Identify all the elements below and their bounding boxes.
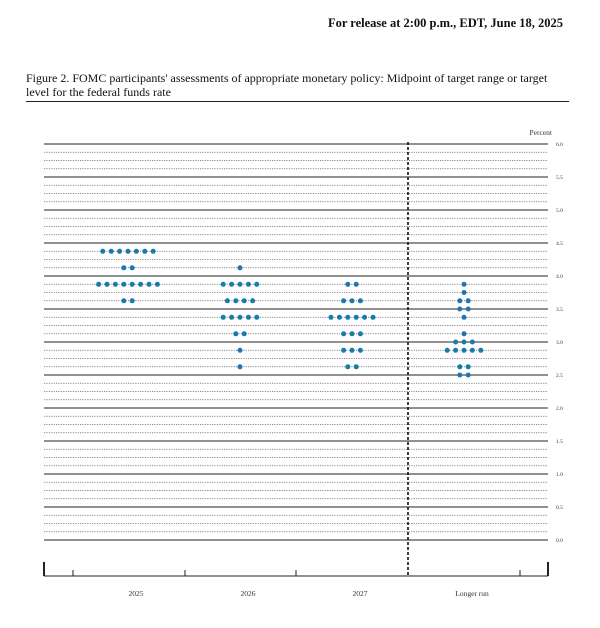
participant-dot — [150, 248, 156, 254]
participant-dot — [245, 314, 251, 320]
participant-dot — [254, 314, 260, 320]
participant-dot — [121, 298, 127, 304]
x-tick-label: 2025 — [129, 589, 144, 598]
participant-dot — [461, 314, 467, 320]
participant-dot — [444, 347, 450, 353]
participant-dot — [138, 281, 144, 287]
participant-dot — [465, 372, 471, 378]
y-axis-label: Percent — [530, 128, 553, 137]
y-tick-label: 0.5 — [556, 505, 563, 511]
participant-dot — [129, 265, 135, 271]
y-tick-label: 2.0 — [556, 406, 563, 412]
participant-dot — [457, 364, 463, 370]
participant-dot — [461, 290, 467, 295]
participant-dot — [237, 281, 243, 287]
participant-dot — [349, 331, 355, 337]
participant-dot — [237, 265, 243, 271]
participant-dot — [341, 347, 347, 353]
release-notice: For release at 2:00 p.m., EDT, June 18, … — [327, 16, 563, 30]
x-tick-label: Longer run — [455, 589, 489, 598]
participant-dot — [96, 281, 102, 287]
participant-dot — [353, 281, 359, 287]
participant-dot — [353, 314, 359, 320]
participant-dot — [108, 248, 114, 254]
participant-dot — [129, 281, 135, 287]
participant-dot — [112, 281, 118, 287]
participant-dot — [154, 281, 160, 287]
participant-dot — [465, 306, 471, 312]
participant-dot — [104, 281, 110, 287]
participant-dot — [142, 248, 148, 254]
participant-dot — [345, 364, 351, 370]
participant-dot — [478, 347, 484, 353]
participant-dot — [233, 331, 239, 337]
y-tick-label: 5.5 — [556, 175, 563, 181]
participant-dot — [241, 298, 247, 304]
participant-dot — [341, 331, 347, 337]
participant-dot — [345, 281, 351, 287]
participant-dot — [245, 281, 251, 287]
participant-dot — [357, 347, 363, 353]
y-tick-label: 1.0 — [556, 472, 563, 478]
participant-dot — [229, 314, 235, 320]
participant-dot — [224, 298, 230, 304]
y-tick-label: 2.5 — [556, 373, 563, 379]
participant-dot — [461, 347, 467, 353]
participant-dot — [349, 347, 355, 353]
participant-dot — [229, 281, 235, 287]
participant-dot — [465, 364, 471, 370]
participant-dot — [121, 265, 127, 271]
x-tick-label: 2027 — [353, 589, 368, 598]
participant-dot — [370, 314, 376, 320]
participant-dot — [129, 298, 135, 304]
y-tick-label: 3.5 — [556, 307, 563, 313]
participant-dot — [220, 281, 226, 287]
participant-dot — [357, 298, 363, 304]
participant-dot — [457, 372, 463, 378]
participant-dot — [125, 248, 131, 254]
participant-dot — [254, 281, 260, 287]
x-tick-label: 2026 — [241, 589, 256, 598]
participant-dot — [250, 298, 256, 304]
participant-dot — [237, 347, 243, 353]
participant-dot — [457, 306, 463, 312]
y-tick-label: 3.0 — [556, 340, 563, 346]
participant-dot — [336, 314, 342, 320]
participant-dot — [341, 298, 347, 304]
participant-dot — [241, 331, 247, 337]
participant-dot — [465, 298, 471, 304]
participant-dot — [353, 364, 359, 370]
participant-dot — [453, 339, 459, 345]
participant-dot — [121, 281, 127, 287]
participant-dot — [461, 281, 467, 287]
participant-dot — [237, 314, 243, 320]
y-tick-label: 1.5 — [556, 439, 563, 445]
participant-dot — [457, 298, 463, 304]
participant-dot — [453, 347, 459, 353]
participant-dot — [345, 314, 351, 320]
participant-dot — [237, 364, 243, 370]
participant-dot — [461, 339, 467, 345]
caption-rule — [26, 101, 569, 102]
participant-dot — [117, 248, 123, 254]
participant-dot — [469, 339, 475, 345]
figure-caption: Figure 2. FOMC participants' assessments… — [26, 71, 548, 99]
y-tick-label: 5.0 — [556, 208, 563, 214]
participant-dot — [233, 298, 239, 304]
participant-dot — [357, 331, 363, 337]
y-tick-label: 4.5 — [556, 241, 563, 247]
participant-dot — [146, 281, 152, 287]
participant-dot — [220, 314, 226, 320]
participant-dot — [100, 248, 106, 254]
y-tick-label: 4.0 — [556, 274, 563, 280]
participant-dot — [461, 331, 467, 337]
y-tick-label: 6.0 — [556, 142, 563, 148]
participant-dot — [133, 248, 139, 254]
participant-dot — [362, 314, 368, 320]
participant-dot — [469, 347, 475, 353]
y-tick-label: 0.0 — [556, 538, 563, 544]
participant-dot — [328, 314, 334, 320]
participant-dot — [349, 298, 355, 304]
